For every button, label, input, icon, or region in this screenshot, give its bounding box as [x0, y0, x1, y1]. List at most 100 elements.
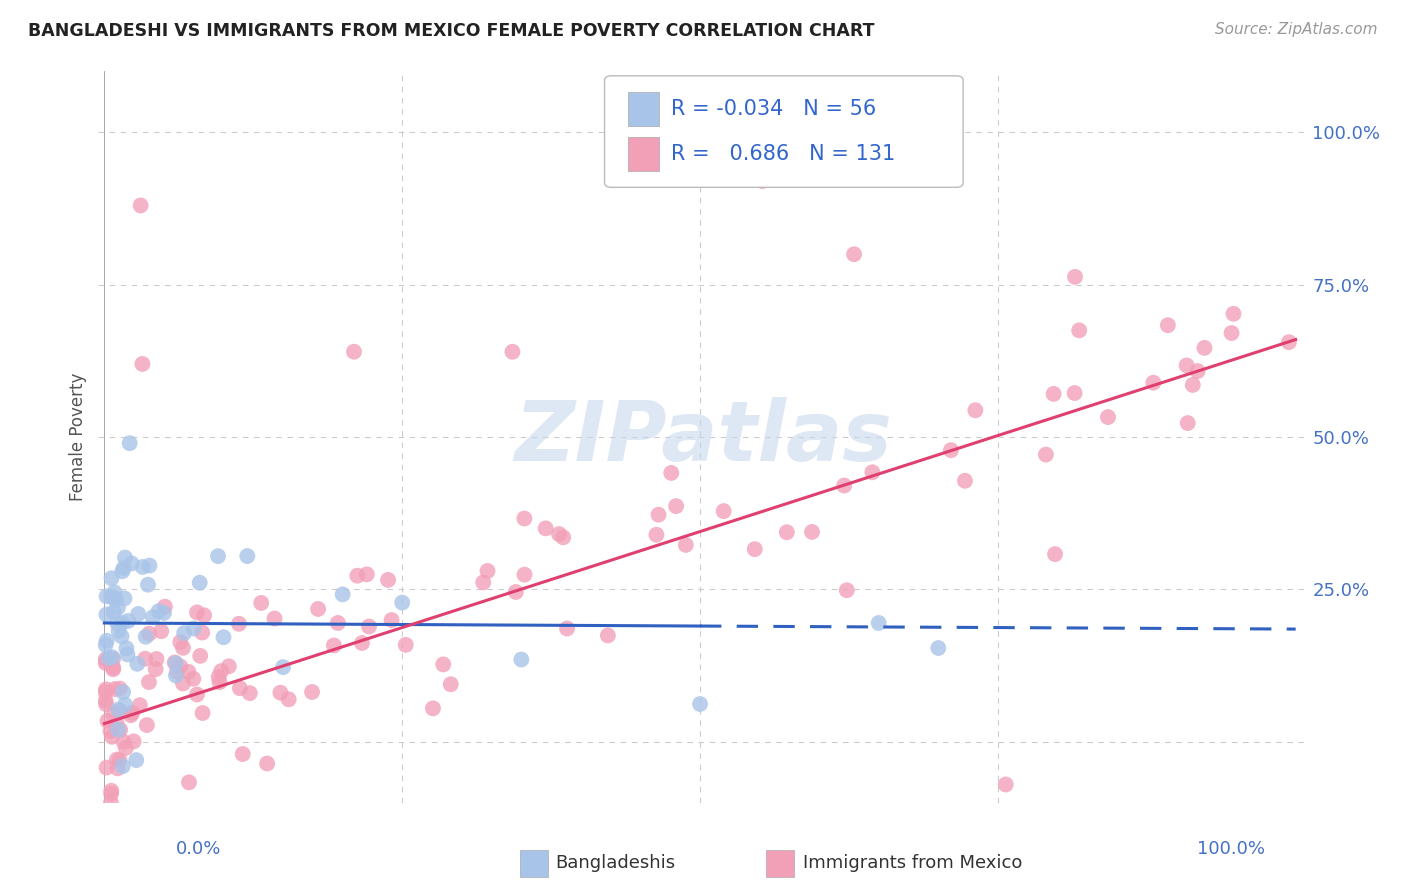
Point: [953, 474, 976, 488]
Point: [307, 602, 329, 616]
Point: [131, 357, 153, 371]
Point: [357, 619, 380, 633]
Point: [263, 611, 285, 625]
Text: 0.0%: 0.0%: [176, 840, 221, 858]
Point: [120, 708, 142, 723]
Point: [114, 741, 136, 756]
Point: [145, 662, 167, 676]
Text: R =   0.686   N = 131: R = 0.686 N = 131: [671, 145, 894, 164]
Point: [927, 640, 949, 655]
Point: [108, 753, 131, 767]
Point: [107, 624, 129, 638]
Point: [432, 657, 454, 672]
Point: [665, 499, 688, 513]
Point: [534, 521, 557, 535]
Point: [111, 564, 134, 578]
Point: [100, 590, 122, 604]
Text: 100.0%: 100.0%: [1198, 840, 1265, 858]
Point: [1097, 410, 1119, 425]
Point: [860, 465, 883, 479]
Point: [111, 759, 134, 773]
Text: Bangladeshis: Bangladeshis: [555, 855, 675, 872]
Point: [94, 638, 117, 652]
Point: [356, 567, 378, 582]
Point: [166, 665, 188, 679]
Point: [125, 753, 148, 767]
Point: [346, 568, 368, 582]
Point: [172, 676, 194, 690]
Point: [186, 606, 208, 620]
Point: [100, 796, 122, 810]
Point: [183, 622, 205, 636]
Point: [96, 761, 118, 775]
Point: [103, 591, 125, 606]
Point: [801, 524, 824, 539]
Point: [1187, 364, 1209, 378]
Point: [440, 677, 463, 691]
Point: [107, 723, 129, 737]
Point: [112, 685, 135, 699]
Point: [96, 607, 118, 622]
Point: [134, 651, 156, 665]
Point: [842, 247, 865, 261]
Point: [105, 616, 128, 631]
Point: [165, 668, 187, 682]
Point: [472, 575, 495, 590]
Point: [153, 606, 176, 620]
Point: [1222, 307, 1244, 321]
Point: [343, 344, 366, 359]
Point: [121, 706, 143, 720]
Point: [172, 640, 194, 655]
Point: [1069, 323, 1091, 337]
Point: [776, 525, 799, 540]
Point: [103, 662, 125, 676]
Point: [391, 596, 413, 610]
Point: [645, 527, 668, 541]
Point: [94, 682, 117, 697]
Point: [148, 604, 170, 618]
Point: [153, 599, 176, 614]
Point: [112, 561, 135, 575]
Point: [350, 636, 373, 650]
Point: [939, 443, 962, 458]
Point: [115, 641, 138, 656]
Point: [100, 783, 122, 797]
Point: [181, 672, 204, 686]
Point: [108, 704, 131, 718]
Point: [114, 550, 136, 565]
Text: Immigrants from Mexico: Immigrants from Mexico: [803, 855, 1022, 872]
Point: [145, 652, 167, 666]
Point: [188, 648, 211, 663]
Point: [994, 778, 1017, 792]
Point: [713, 504, 735, 518]
Point: [103, 605, 125, 619]
Point: [96, 590, 118, 604]
Point: [103, 585, 125, 599]
Point: [169, 659, 191, 673]
Point: [422, 701, 444, 715]
Point: [112, 735, 135, 749]
Point: [104, 681, 127, 696]
Point: [208, 670, 231, 684]
Point: [229, 681, 252, 696]
Text: R = -0.034   N = 56: R = -0.034 N = 56: [671, 99, 876, 119]
Point: [271, 660, 294, 674]
Point: [322, 639, 344, 653]
Point: [751, 174, 773, 188]
Point: [142, 610, 165, 624]
Point: [212, 630, 235, 644]
Point: [277, 692, 299, 706]
Point: [117, 614, 139, 628]
Point: [395, 638, 418, 652]
Point: [647, 508, 669, 522]
Text: BANGLADESHI VS IMMIGRANTS FROM MEXICO FEMALE POVERTY CORRELATION CHART: BANGLADESHI VS IMMIGRANTS FROM MEXICO FE…: [28, 22, 875, 40]
Point: [108, 681, 131, 696]
Point: [1177, 416, 1199, 430]
Point: [96, 714, 118, 728]
Point: [135, 718, 157, 732]
Point: [377, 573, 399, 587]
Point: [326, 615, 349, 630]
Point: [173, 626, 195, 640]
Point: [513, 567, 536, 582]
Point: [111, 615, 134, 630]
